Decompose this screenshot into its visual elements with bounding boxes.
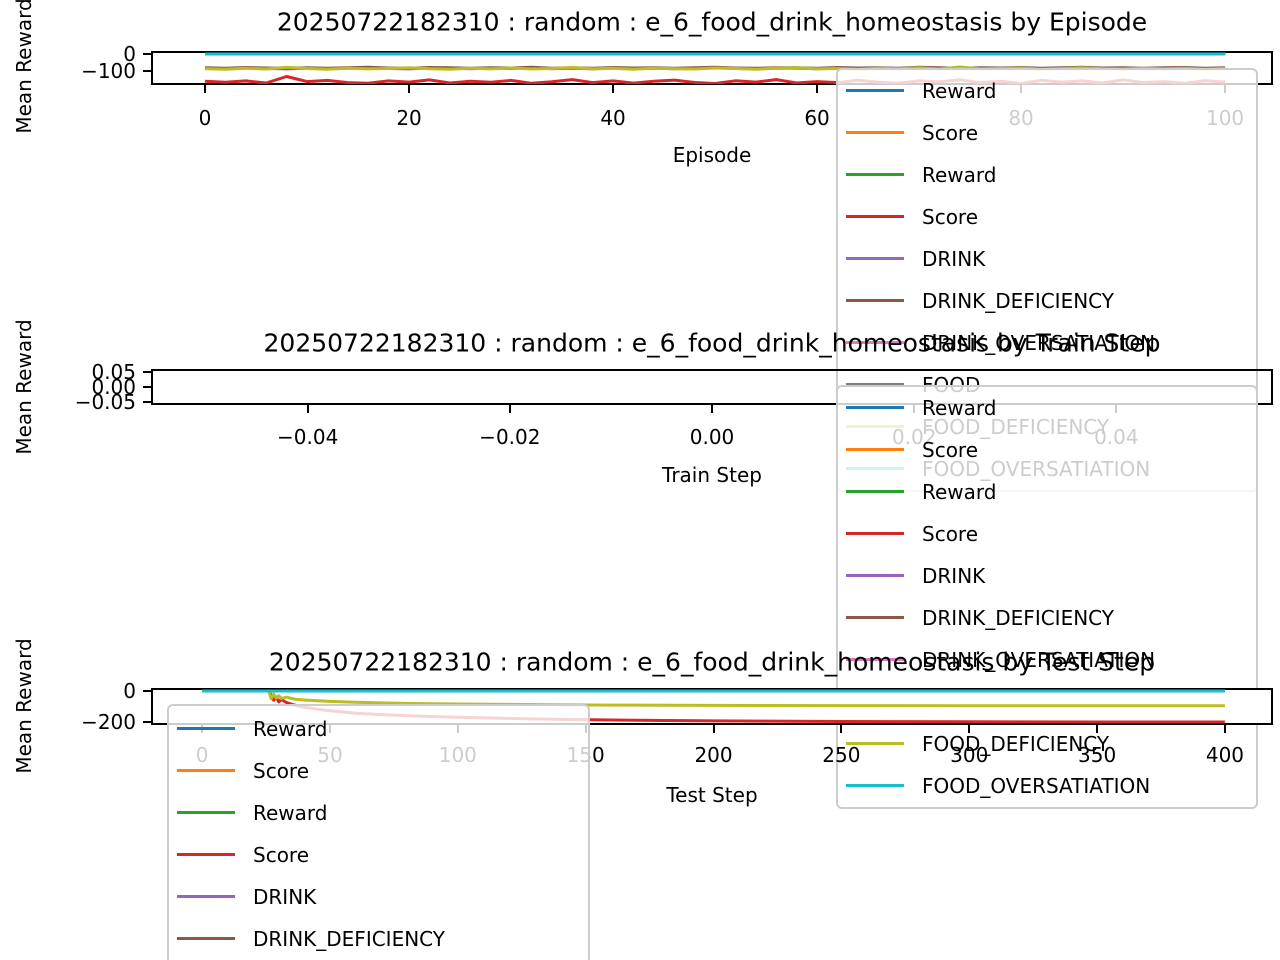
legend-label: Score — [922, 522, 979, 546]
x-tick-mark — [204, 85, 207, 93]
legend-label: DRINK — [922, 247, 986, 271]
legend-label: FOOD_DEFICIENCY — [922, 732, 1110, 756]
legend-swatch — [177, 769, 235, 772]
legend-swatch — [846, 383, 904, 386]
legend-swatch — [846, 742, 904, 745]
legend-swatch — [177, 895, 235, 898]
legend-swatch — [177, 937, 235, 940]
legend-frame — [167, 704, 590, 960]
legend-label: Score — [253, 843, 310, 867]
x-tick-label: 60 — [804, 106, 830, 130]
legend-swatch — [846, 658, 904, 661]
y-tick-label: −200 — [81, 709, 136, 734]
legend-swatch — [846, 215, 904, 218]
legend-swatch — [846, 406, 904, 409]
y-tick-mark — [143, 70, 151, 73]
x-tick-mark — [508, 405, 511, 413]
legend-swatch — [846, 784, 904, 787]
x-tick-label: 0 — [198, 106, 212, 130]
x-tick-label: 350 — [1078, 743, 1117, 767]
x-tick-mark — [408, 85, 411, 93]
legend-swatch — [846, 574, 904, 577]
plot-title: 20250722182310 : random : e_6_food_drink… — [276, 7, 1148, 37]
legend-label: DRINK_DEFICIENCY — [922, 606, 1115, 630]
x-tick-label: 40 — [600, 106, 626, 130]
x-tick-mark — [711, 405, 713, 413]
x-axis-label: Episode — [672, 143, 752, 167]
x-tick-mark — [1096, 725, 1099, 733]
legend-swatch — [846, 448, 904, 451]
legend-label: Reward — [253, 801, 328, 825]
x-tick-label: 250 — [822, 743, 861, 767]
legend-label: DRINK — [922, 564, 986, 588]
legend-swatch — [177, 727, 235, 730]
y-tick-mark — [143, 386, 151, 388]
x-tick-mark — [816, 85, 819, 93]
plot-title: 20250722182310 : random : e_6_food_drink… — [268, 647, 1156, 677]
x-tick-label: 200 — [694, 743, 733, 767]
axes-box — [151, 369, 1273, 405]
legend-label: Reward — [922, 79, 997, 103]
x-tick-label: −0.02 — [479, 425, 541, 449]
legend-swatch — [846, 341, 904, 344]
y-tick-label: −0.05 — [74, 389, 136, 414]
plot-title: 20250722182310 : random : e_6_food_drink… — [263, 328, 1161, 358]
y-tick-mark — [143, 690, 151, 692]
x-tick-mark — [1223, 725, 1226, 733]
legend-label: DRINK — [253, 885, 317, 909]
y-tick-mark — [143, 53, 151, 56]
x-tick-mark — [306, 405, 309, 413]
series-line-food_deficiency — [202, 689, 1225, 708]
legend-swatch — [846, 490, 904, 493]
y-tick-label: −100 — [81, 59, 136, 84]
y-tick-mark — [143, 371, 151, 374]
legend-label: DRINK_OVERSATIATION — [922, 648, 1156, 672]
y-tick-label: 0 — [123, 679, 136, 703]
legend-label: Reward — [253, 717, 328, 741]
x-tick-mark — [840, 725, 843, 733]
legend-swatch — [846, 173, 904, 176]
legend-swatch — [846, 532, 904, 535]
y-tick-label: 0.05 — [91, 360, 136, 385]
x-tick-mark — [712, 725, 715, 733]
legend-label: Score — [922, 438, 979, 462]
x-tick-label: 300 — [950, 743, 989, 767]
legend-swatch — [846, 616, 904, 619]
legend-swatch — [177, 811, 235, 814]
legend-label: Reward — [922, 396, 997, 420]
legend-swatch — [177, 853, 235, 856]
x-tick-label: 400 — [1205, 743, 1245, 767]
legend-frame — [836, 385, 1258, 809]
x-axis-label: Test Step — [666, 783, 758, 807]
x-axis-label: Train Step — [662, 463, 762, 487]
x-tick-mark — [612, 85, 615, 93]
x-tick-label: 0.00 — [689, 425, 735, 449]
legend-label: Reward — [922, 163, 997, 187]
legend-label: FOOD_OVERSATIATION — [922, 774, 1151, 798]
x-tick-label: 20 — [396, 106, 422, 130]
axes-box — [151, 51, 1273, 85]
y-tick-label: 0 — [123, 42, 136, 67]
legend-label: Reward — [922, 480, 997, 504]
plot-lines-canvas — [204, 52, 1226, 84]
legend-label: DRINK_DEFICIENCY — [253, 927, 446, 951]
legend-swatch — [846, 299, 904, 302]
x-tick-label: −0.04 — [277, 425, 339, 449]
legend-swatch — [846, 89, 904, 92]
legend-swatch — [846, 131, 904, 134]
legend-swatch — [846, 257, 904, 260]
y-tick-label: 0.00 — [91, 375, 136, 399]
y-tick-mark — [143, 400, 151, 403]
legend-label: Score — [253, 759, 310, 783]
legend-label: DRINK_OVERSATIATION — [922, 331, 1156, 355]
y-tick-mark — [143, 720, 151, 723]
legend-label: Score — [922, 205, 979, 229]
legend-label: DRINK_DEFICIENCY — [922, 289, 1115, 313]
x-tick-mark — [968, 725, 971, 733]
legend-label: Score — [922, 121, 979, 145]
